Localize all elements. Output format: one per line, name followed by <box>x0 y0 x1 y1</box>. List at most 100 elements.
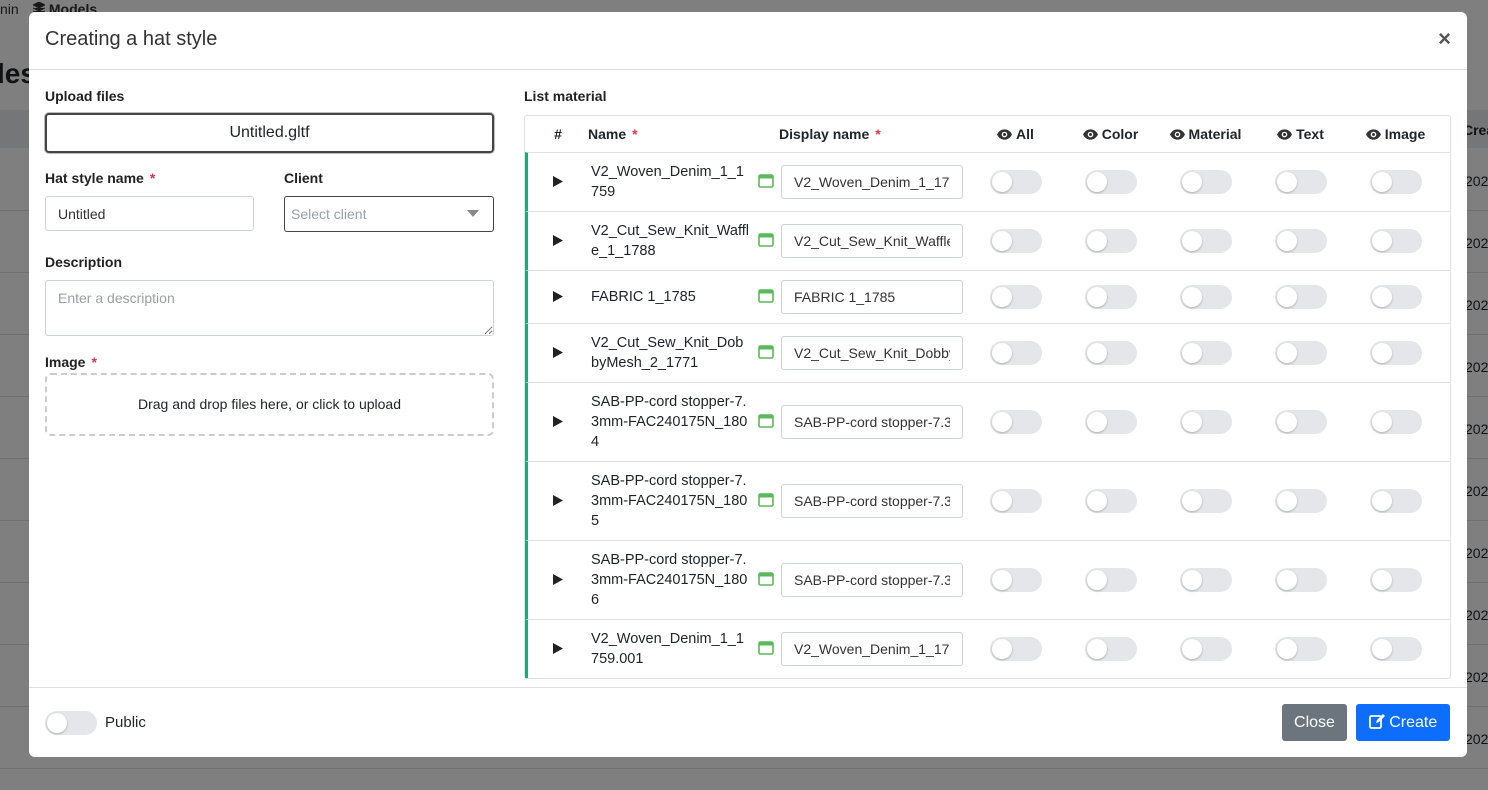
display-name-input[interactable] <box>781 165 963 199</box>
expand-arrow[interactable] <box>553 291 563 302</box>
toggle[interactable] <box>1179 229 1232 253</box>
expand-cell[interactable] <box>528 289 588 305</box>
toggle[interactable] <box>1274 285 1327 309</box>
dropzone[interactable]: Drag and drop files here, or click to up… <box>45 373 494 436</box>
toggle-cell <box>1348 229 1443 253</box>
toggle[interactable] <box>1179 568 1232 592</box>
toggle[interactable] <box>989 568 1042 592</box>
toggle-cell <box>1348 285 1443 309</box>
toggle[interactable] <box>989 489 1042 513</box>
toggle[interactable] <box>1179 410 1232 434</box>
toggle-cell <box>1063 285 1158 309</box>
toggle[interactable] <box>1274 489 1327 513</box>
toggle[interactable] <box>1084 285 1137 309</box>
toggle[interactable] <box>1369 568 1422 592</box>
toggle[interactable] <box>1274 568 1327 592</box>
toggle[interactable] <box>1369 637 1422 661</box>
material-row: V2_Woven_Denim_1_1759.001 <box>525 619 1450 678</box>
label: Client <box>284 170 323 186</box>
toggle-cell <box>1063 170 1158 194</box>
display-name-input[interactable] <box>781 280 963 314</box>
toggle-cell <box>1253 637 1348 661</box>
select[interactable]: Select client <box>284 196 494 232</box>
toggle[interactable] <box>1084 229 1137 253</box>
toggle[interactable] <box>1369 489 1422 513</box>
expand-arrow[interactable] <box>553 235 563 246</box>
toggle[interactable] <box>1084 170 1137 194</box>
expand-arrow[interactable] <box>553 495 563 506</box>
expand-arrow[interactable] <box>553 347 563 358</box>
expand-cell[interactable] <box>528 233 588 249</box>
display-icon <box>758 413 774 428</box>
toggle[interactable] <box>989 170 1042 194</box>
required-mark: * <box>149 170 156 186</box>
column-header: Display name * <box>778 126 968 142</box>
expand-cell[interactable] <box>528 493 588 509</box>
toggle[interactable] <box>1179 170 1232 194</box>
toggle[interactable] <box>989 637 1042 661</box>
toggle[interactable] <box>1369 229 1422 253</box>
toggle[interactable] <box>989 410 1042 434</box>
toggle[interactable] <box>1084 489 1137 513</box>
toggle[interactable] <box>1084 410 1137 434</box>
expand-cell[interactable] <box>528 345 588 361</box>
toggle[interactable] <box>1369 285 1422 309</box>
toggle[interactable] <box>1084 341 1137 365</box>
expand-arrow[interactable] <box>553 176 563 187</box>
material-name: SAB-PP-cord stopper-7.3mm-FAC240175N_180… <box>591 473 748 529</box>
expand-cell[interactable] <box>528 174 588 190</box>
display-name-input[interactable] <box>781 224 963 258</box>
toggle-cell <box>1158 341 1253 365</box>
expand-cell[interactable] <box>528 414 588 430</box>
display-name-input[interactable] <box>781 632 963 666</box>
toggle[interactable] <box>1179 285 1232 309</box>
toggle-cell <box>968 341 1063 365</box>
material-name: FABRIC 1_1785 <box>591 289 696 305</box>
toggle[interactable] <box>989 341 1042 365</box>
textarea[interactable] <box>45 280 494 336</box>
toggle[interactable] <box>45 711 97 735</box>
create-button[interactable]: Create <box>1356 704 1450 741</box>
icon-cell <box>754 173 778 191</box>
toggle[interactable] <box>1179 489 1232 513</box>
expand-arrow[interactable] <box>553 416 563 427</box>
toggle[interactable] <box>1084 637 1137 661</box>
toggle[interactable] <box>989 285 1042 309</box>
text-input[interactable] <box>45 196 254 231</box>
toggle-cell <box>1253 410 1348 434</box>
display-name-input[interactable] <box>781 336 963 370</box>
toggle[interactable] <box>1084 568 1137 592</box>
modal-title: Creating a hat style <box>45 28 218 50</box>
expand-cell[interactable] <box>528 641 588 657</box>
toggle[interactable] <box>1274 341 1327 365</box>
material-row: V2_Cut_Sew_Knit_DobbyMesh_2_1771 <box>525 323 1450 382</box>
display-name-input[interactable] <box>781 484 963 518</box>
column-header: Name * <box>588 126 754 142</box>
header-text: Color <box>1101 126 1139 142</box>
toggle[interactable] <box>1274 170 1327 194</box>
toggle-cell <box>1253 170 1348 194</box>
toggle[interactable] <box>1369 170 1422 194</box>
display-name-input[interactable] <box>781 405 963 439</box>
close-icon[interactable]: × <box>1438 26 1451 51</box>
expand-arrow[interactable] <box>553 574 563 585</box>
column-header: All <box>968 126 1063 142</box>
toggle[interactable] <box>1179 341 1232 365</box>
toggle-cell <box>1348 341 1443 365</box>
toggle[interactable] <box>1274 637 1327 661</box>
toggle[interactable] <box>1369 341 1422 365</box>
header-text: Image <box>1384 126 1426 142</box>
toggle[interactable] <box>1274 410 1327 434</box>
toggle[interactable] <box>1369 410 1422 434</box>
toggle[interactable] <box>1179 637 1232 661</box>
expand-cell[interactable] <box>528 572 588 588</box>
material-name: V2_Woven_Denim_1_1759 <box>591 164 744 200</box>
expand-arrow[interactable] <box>553 643 563 654</box>
upload-button[interactable]: Untitled.gltf <box>45 113 494 153</box>
toggle-cell <box>1158 285 1253 309</box>
close-button[interactable]: Close <box>1282 704 1347 741</box>
display-name-input[interactable] <box>781 563 963 597</box>
toggle[interactable] <box>989 229 1042 253</box>
toggle[interactable] <box>1274 229 1327 253</box>
